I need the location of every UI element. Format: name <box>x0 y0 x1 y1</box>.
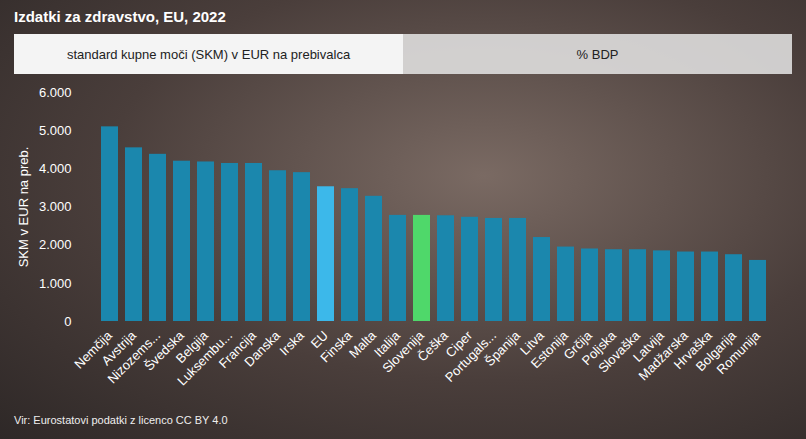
svg-text:Malta: Malta <box>346 327 380 361</box>
svg-text:Poljska: Poljska <box>578 327 620 368</box>
svg-text:Estonija: Estonija <box>527 327 572 372</box>
svg-text:Francija: Francija <box>215 327 260 372</box>
svg-text:Avstrija: Avstrija <box>98 327 140 369</box>
svg-text:5.000: 5.000 <box>39 123 72 138</box>
html-text:% BDP: % BDP <box>576 46 619 62</box>
svg-text:Nizozems...: Nizozems... <box>104 327 164 387</box>
svg-text:SKM v EUR na preb.: SKM v EUR na preb. <box>16 147 31 268</box>
svg-text:Romunija: Romunija <box>714 327 764 377</box>
svg-text:Grčija: Grčija <box>560 327 596 363</box>
svg-text:Portugals...: Portugals... <box>442 327 500 385</box>
svg-text:Litva: Litva <box>517 327 548 358</box>
svg-text:Bolgarija: Bolgarija <box>692 327 740 375</box>
svg-text:EU: EU <box>307 327 332 352</box>
svg-text:Luksembu...: Luksembu... <box>174 327 236 389</box>
svg-text:Hrvaška: Hrvaška <box>670 327 716 373</box>
html-text:Izdatki za zdravstvo, EU, 2022: Izdatki za zdravstvo, EU, 2022 <box>14 8 226 25</box>
html-text:Vir: Eurostatovi podatki z lic: Vir: Eurostatovi podatki z licenco CC BY… <box>14 414 228 426</box>
svg-text:0: 0 <box>64 314 71 329</box>
svg-text:Latvija: Latvija <box>629 327 668 365</box>
svg-text:6.000: 6.000 <box>39 85 72 100</box>
svg-text:Ciper: Ciper <box>442 327 476 361</box>
html-text:standard kupne moči (SKM) v EU: standard kupne moči (SKM) v EUR na prebi… <box>66 46 351 62</box>
svg-text:2.000: 2.000 <box>39 237 72 252</box>
svg-text:Slovaška: Slovaška <box>595 327 644 376</box>
svg-text:Madžarska: Madžarska <box>635 327 692 384</box>
svg-text:Belgija: Belgija <box>172 327 212 366</box>
svg-text:Danska: Danska <box>241 327 284 370</box>
svg-text:Italija: Italija <box>371 327 404 360</box>
svg-text:Češka: Češka <box>414 327 452 365</box>
svg-text:3.000: 3.000 <box>39 199 72 214</box>
svg-text:Finska: Finska <box>317 327 356 366</box>
svg-text:Slovenija: Slovenija <box>379 327 428 376</box>
svg-text:Nemčija: Nemčija <box>71 327 116 372</box>
svg-text:Irska: Irska <box>277 327 308 358</box>
svg-text:1.000: 1.000 <box>39 275 72 290</box>
svg-text:4.000: 4.000 <box>39 161 72 176</box>
svg-text:Španija: Španija <box>481 327 524 370</box>
svg-text:Švedska: Švedska <box>141 327 188 374</box>
